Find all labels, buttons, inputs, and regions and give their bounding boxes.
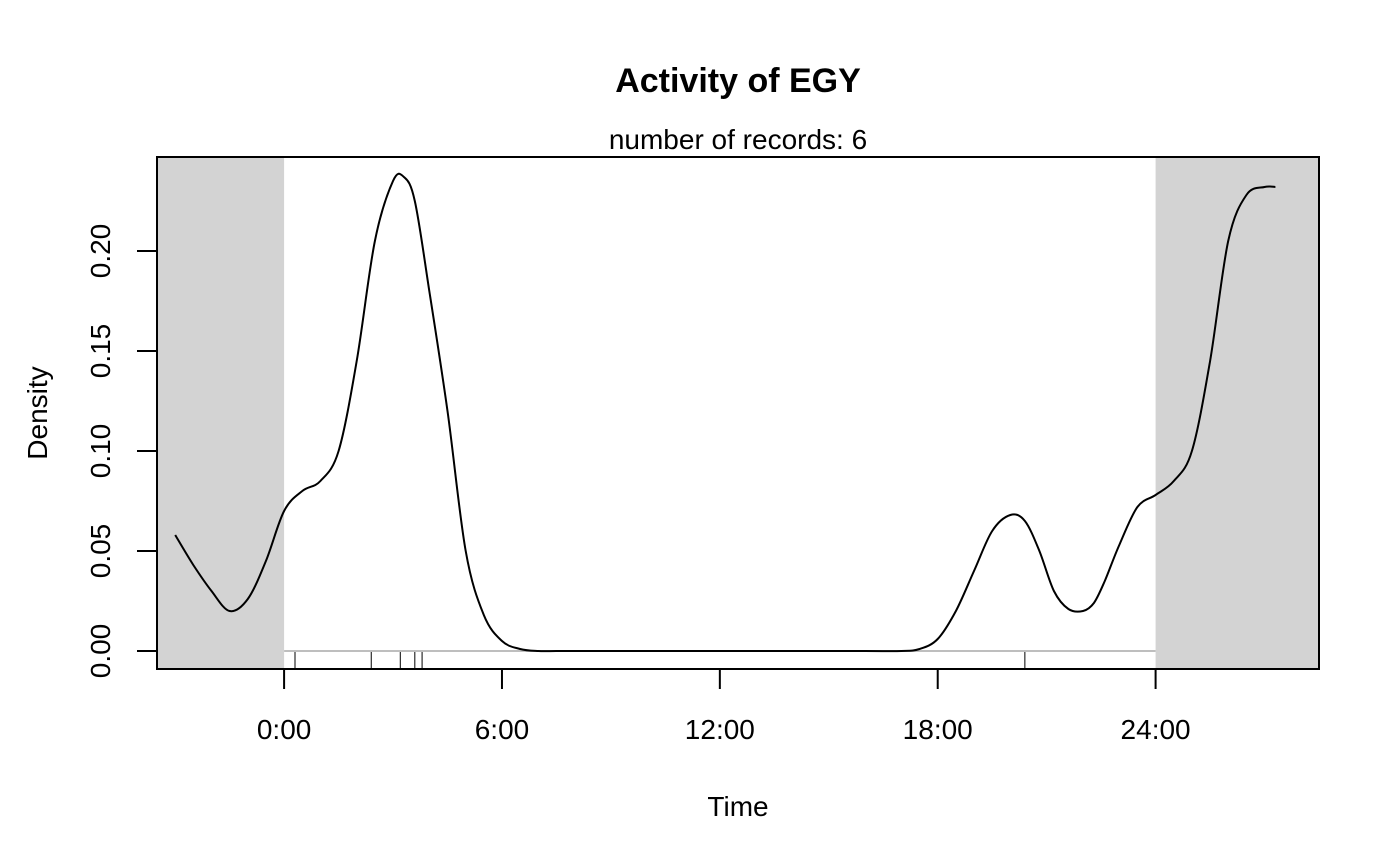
shaded-region-1 [1155,157,1319,669]
y-axis-label: Density [22,366,53,459]
x-axis-label: Time [707,791,768,822]
density-curve-group [174,172,1276,653]
y-tick-label-2: 0.10 [85,424,116,479]
shaded-region-0 [157,157,285,669]
plot-frame [156,156,1320,670]
y-tick-label-3: 0.15 [85,324,116,379]
x-tick-label-2: 12:00 [685,714,755,745]
y-axis: 0.00 0.05 0.10 0.15 0.20 [85,224,158,679]
chart-subtitle: number of records: 6 [609,124,867,155]
record-ticks [294,652,1026,668]
x-tick-label-3: 18:00 [903,714,973,745]
x-tick-label-4: 24:00 [1121,714,1191,745]
y-tick-label-0: 0.00 [85,624,116,679]
density-curve-0 [174,172,1276,653]
shaded-regions [157,157,1319,669]
chart-title: Activity of EGY [615,62,861,100]
x-tick-label-1: 6:00 [475,714,530,745]
x-tick-label-0: 0:00 [257,714,312,745]
x-axis: 0:00 6:00 12:00 18:00 24:00 [257,668,1191,745]
y-tick-label-1: 0.05 [85,524,116,579]
y-tick-label-4: 0.20 [85,224,116,279]
